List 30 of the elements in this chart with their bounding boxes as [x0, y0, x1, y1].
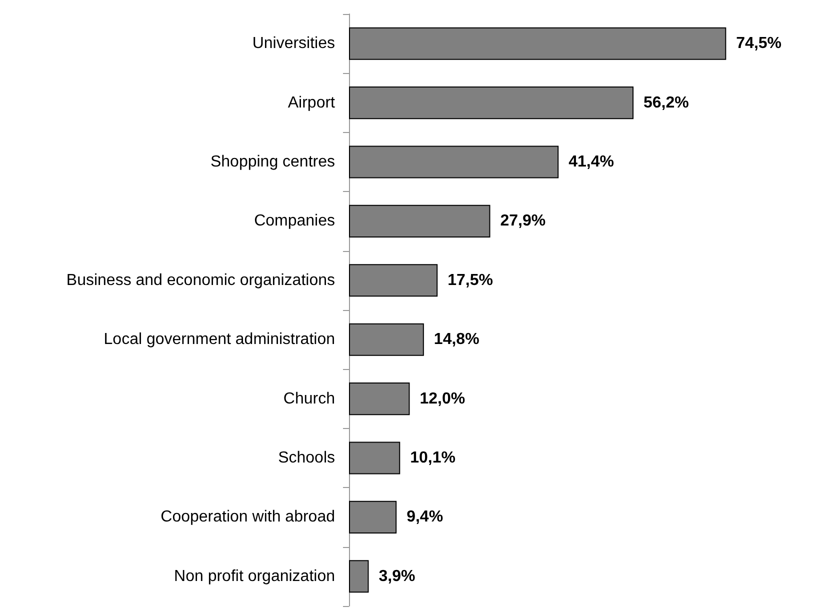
data-label: 3,9%	[378, 568, 416, 585]
y-tick-label: Church	[283, 390, 335, 408]
y-tick-label: Business and economic organizations	[66, 272, 335, 289]
data-label: 74,5%	[736, 35, 782, 52]
data-label: 17,5%	[448, 272, 493, 289]
data-label: 10,1%	[410, 450, 456, 466]
y-tick-label: Schools	[278, 450, 335, 466]
y-tick-label: Non profit organization	[174, 568, 335, 585]
bar	[349, 382, 410, 416]
y-tick-label: Companies	[254, 212, 335, 230]
bar	[349, 146, 559, 178]
bar	[349, 560, 369, 593]
data-label: 9,4%	[406, 508, 444, 526]
y-tick-label: Shopping centres	[210, 154, 335, 170]
y-tick-label: Local government administration	[104, 331, 335, 348]
y-tick-label: Cooperation with abroad	[160, 508, 335, 526]
data-label: 14,8%	[434, 331, 480, 348]
bar	[349, 442, 400, 474]
bar	[349, 264, 438, 297]
bar	[349, 204, 490, 238]
bar	[349, 86, 634, 120]
bar	[349, 500, 397, 534]
bar	[349, 27, 726, 60]
data-label: 27,9%	[500, 212, 546, 230]
y-tick-label: Airport	[288, 94, 336, 112]
data-label: 41,4%	[568, 154, 614, 170]
data-label: 56,2%	[644, 94, 689, 112]
bar	[349, 323, 424, 356]
data-label: 12,0%	[420, 390, 466, 408]
y-tick-label: Universities	[252, 35, 335, 52]
